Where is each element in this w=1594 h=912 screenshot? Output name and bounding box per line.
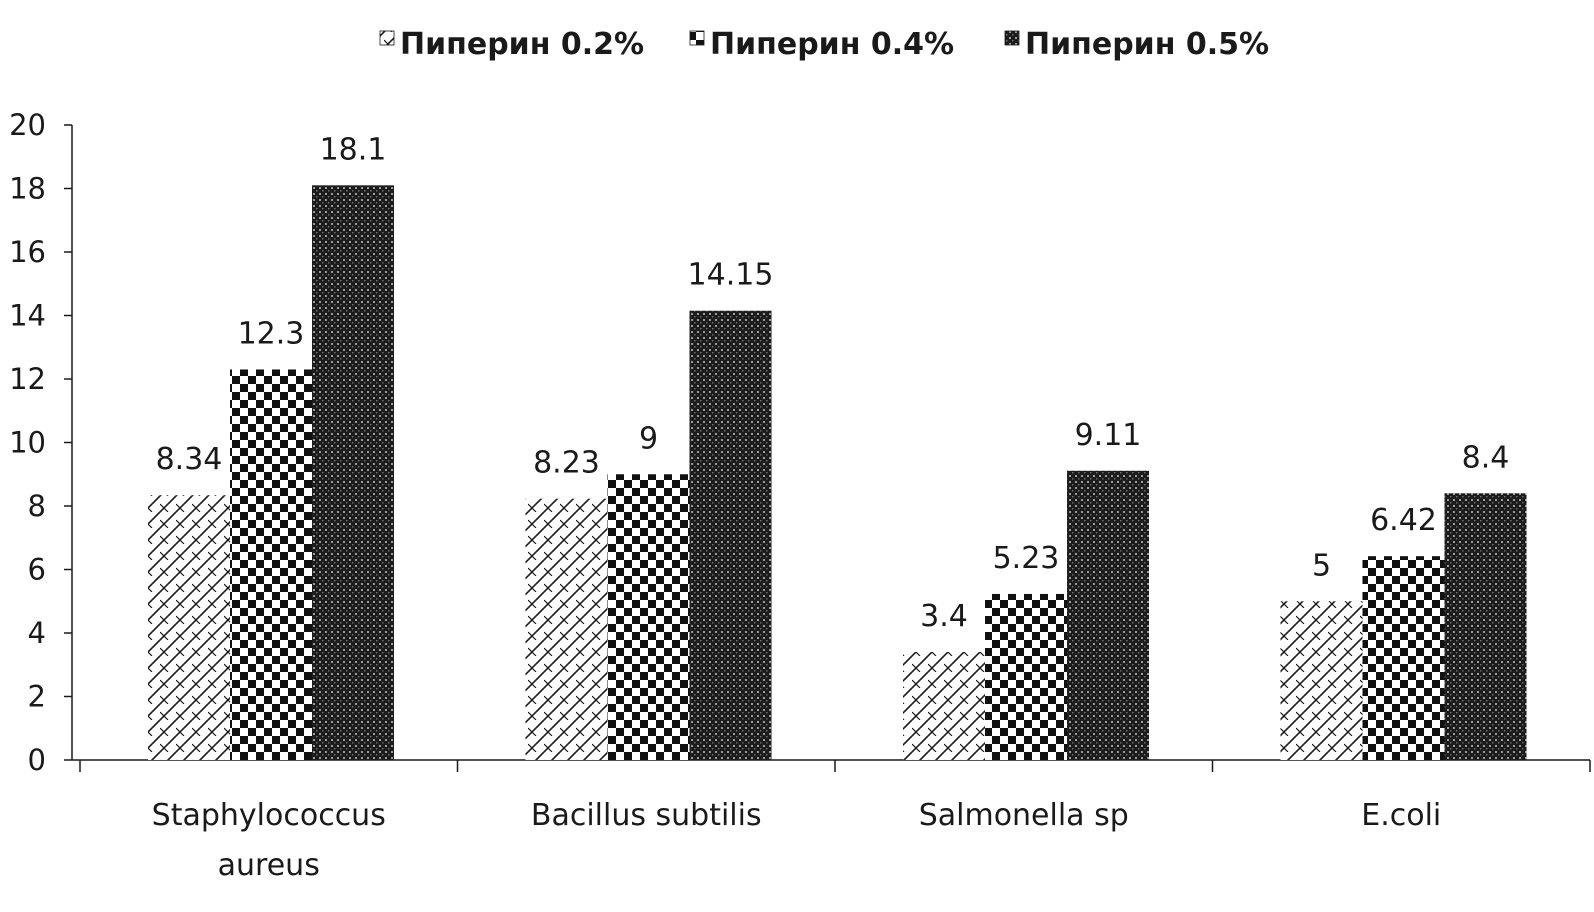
bar [1362, 556, 1445, 760]
data-label: 5.23 [993, 541, 1060, 576]
data-label: 8.34 [156, 442, 223, 477]
bar-series [148, 495, 1363, 760]
legend-label: Пиперин 0.4% [710, 27, 954, 62]
data-label: 5 [1312, 548, 1331, 583]
bar-series-group [148, 185, 1527, 760]
bar [985, 593, 1067, 760]
y-tick-label: 8 [28, 489, 46, 523]
y-tick-label: 18 [9, 172, 46, 206]
y-tick-label: 14 [9, 299, 46, 333]
bar-series [230, 369, 1445, 760]
legend-swatch [379, 30, 395, 46]
bar [148, 495, 230, 760]
bar [1444, 493, 1527, 760]
bar [1067, 470, 1149, 760]
bar [525, 498, 608, 760]
y-tick-label: 4 [28, 616, 46, 650]
chart-legend: Пиперин 0.2% Пиперин 0.4% Пиперин 0.5% [379, 27, 1269, 62]
y-tick-label: 16 [9, 235, 46, 269]
legend-item: Пиперин 0.2% [379, 27, 644, 62]
data-label: 8.4 [1462, 440, 1510, 475]
data-label: 8.23 [533, 446, 600, 481]
y-tick-label: 2 [28, 680, 46, 714]
x-category-label: Staphylococcus [152, 798, 386, 833]
legend-swatch [689, 30, 705, 46]
x-category-label: E.coli [1361, 798, 1441, 833]
bar [1280, 601, 1363, 760]
bar [312, 185, 394, 760]
bar [903, 652, 985, 760]
legend-label: Пиперин 0.5% [1025, 27, 1269, 62]
x-category-label: Bacillus subtilis [531, 798, 762, 833]
bar [607, 474, 690, 760]
x-axis: Staphylococcus aureus Bacillus subtilis Sal… [72, 759, 1591, 883]
legend-swatch [1004, 30, 1020, 46]
y-tick-label: 12 [9, 362, 46, 396]
data-label: 14.15 [688, 258, 774, 293]
data-label: 12.3 [238, 316, 305, 351]
x-category-label: Salmonella sp [919, 798, 1129, 833]
data-label: 3.4 [920, 599, 968, 634]
legend-label: Пиперин 0.2% [400, 27, 644, 62]
data-label: 9.11 [1075, 418, 1142, 453]
y-axis: 0 2 4 6 8 10 12 14 16 18 20 [9, 108, 73, 777]
data-label: 9 [639, 421, 658, 456]
data-label: 18.1 [320, 132, 387, 167]
y-tick-label: 0 [28, 743, 46, 777]
bar [689, 310, 772, 760]
legend-item: Пиперин 0.5% [1004, 27, 1269, 62]
y-tick-label: 6 [28, 553, 46, 587]
legend-item: Пиперин 0.4% [689, 27, 954, 62]
bar [230, 369, 312, 760]
y-tick-label: 10 [9, 426, 46, 460]
data-label: 6.42 [1370, 503, 1437, 538]
y-tick-label: 20 [9, 108, 46, 142]
bar-series [312, 185, 1527, 760]
data-labels: 8.34 8.23 3.4 5 12.3 9 5.23 6.42 18.1 14.15 9.11 8.… [156, 132, 1510, 634]
x-category-label: aureus [218, 848, 320, 883]
